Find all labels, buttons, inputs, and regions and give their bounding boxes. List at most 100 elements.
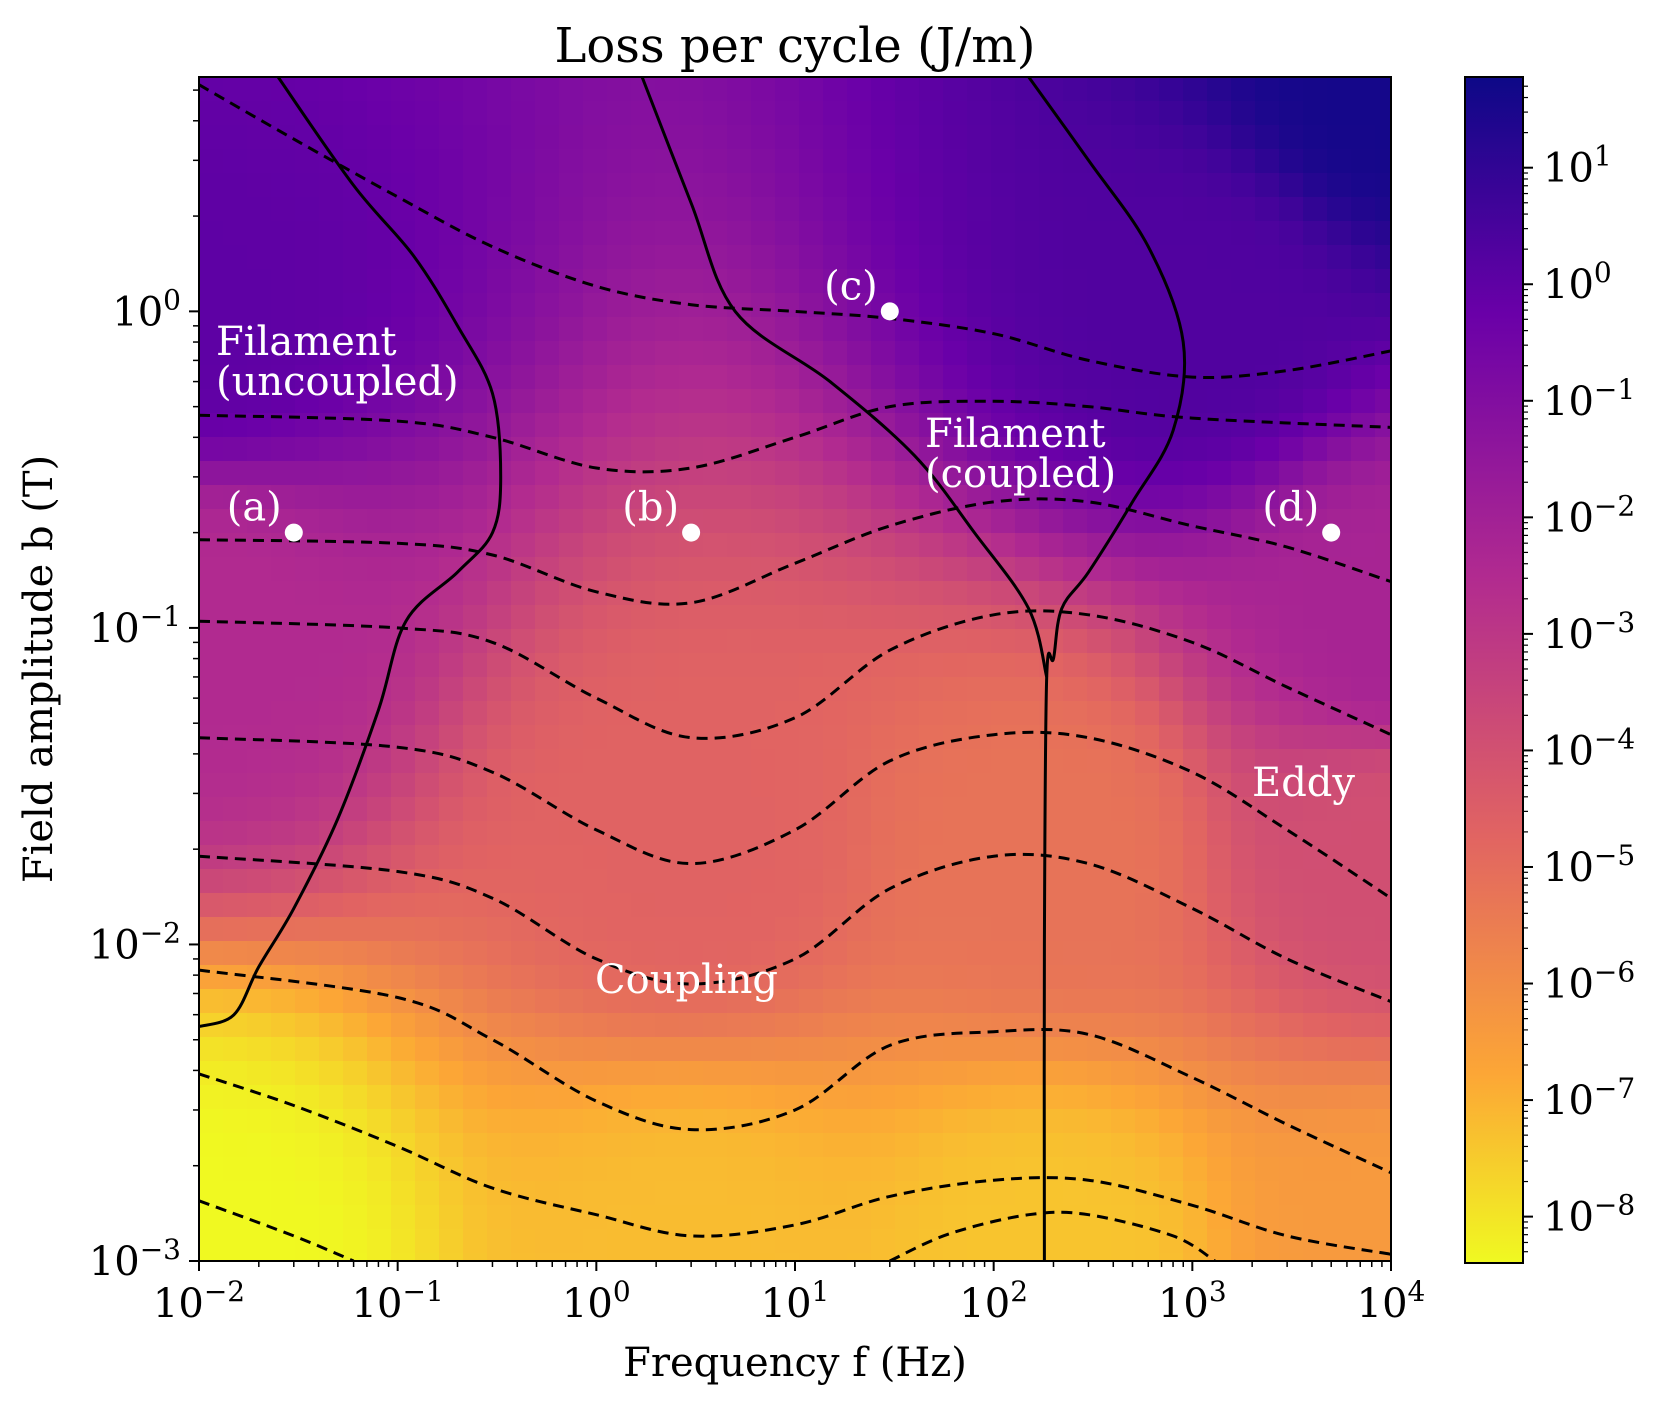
heatmap-cell — [1231, 917, 1256, 942]
heatmap-cell — [1279, 533, 1304, 558]
heatmap-cell — [1183, 533, 1208, 558]
heatmap-cell — [1015, 941, 1040, 966]
heatmap-cell — [535, 221, 560, 246]
heatmap-cell — [343, 437, 368, 462]
heatmap-cell — [1087, 773, 1112, 798]
heatmap-cell — [1015, 1037, 1040, 1062]
heatmap-cell — [943, 1061, 968, 1086]
heatmap-cell — [1351, 725, 1376, 750]
heatmap-cell — [535, 1253, 560, 1261]
heatmap-cell — [1135, 1157, 1160, 1182]
heatmap-cell — [679, 701, 704, 726]
heatmap-cell — [199, 629, 224, 654]
heatmap-cell — [751, 989, 776, 1014]
heatmap-cell — [703, 989, 728, 1014]
heatmap-cell — [559, 125, 584, 150]
heatmap-cell — [1327, 1085, 1352, 1110]
heatmap-cell — [1183, 821, 1208, 846]
heatmap-cell — [823, 437, 848, 462]
heatmap-cell — [439, 173, 464, 198]
heatmap-cell — [775, 509, 800, 534]
heatmap-cell — [559, 269, 584, 294]
heatmap-cell — [463, 389, 488, 414]
heatmap-cell — [1207, 125, 1232, 150]
heatmap-cell — [583, 245, 608, 270]
heatmap-cell — [439, 125, 464, 150]
heatmap-cell — [295, 77, 320, 102]
heatmap-cell — [1207, 821, 1232, 846]
heatmap-cell — [1279, 1205, 1304, 1230]
heatmap-cell — [463, 677, 488, 702]
heatmap-cell — [847, 605, 872, 630]
heatmap-cell — [319, 101, 344, 126]
heatmap-cell — [343, 821, 368, 846]
heatmap-cell — [655, 557, 680, 582]
heatmap-cell — [1255, 365, 1280, 390]
heatmap-cell — [1327, 173, 1352, 198]
heatmap-cell — [655, 1157, 680, 1182]
heatmap-cell — [1231, 1205, 1256, 1230]
heatmap-cell — [1279, 293, 1304, 318]
heatmap-cell — [775, 1253, 800, 1261]
heatmap-cell — [799, 581, 824, 606]
heatmap-cell — [775, 365, 800, 390]
heatmap-cell — [439, 701, 464, 726]
heatmap-cell — [1255, 1085, 1280, 1110]
heatmap-cell — [871, 557, 896, 582]
heatmap-cell — [319, 773, 344, 798]
heatmap-cell — [439, 197, 464, 222]
heatmap-cell — [1279, 1061, 1304, 1086]
heatmap-cell — [487, 77, 512, 102]
heatmap-cell — [583, 101, 608, 126]
heatmap-cell — [319, 317, 344, 342]
heatmap-cell — [895, 965, 920, 990]
heatmap-cell — [1255, 989, 1280, 1014]
heatmap-cell — [295, 269, 320, 294]
heatmap-cell — [847, 1085, 872, 1110]
heatmap-cell — [1183, 965, 1208, 990]
heatmap-cell — [559, 677, 584, 702]
heatmap-cell — [583, 293, 608, 318]
heatmap-cell — [895, 197, 920, 222]
heatmap-cell — [847, 797, 872, 822]
heatmap-cell — [1327, 389, 1352, 414]
heatmap-cell — [271, 845, 296, 870]
heatmap-cell — [967, 413, 992, 438]
heatmap-cell — [799, 149, 824, 174]
heatmap-cell — [607, 389, 632, 414]
heatmap-cell — [871, 725, 896, 750]
heatmap-cell — [991, 1253, 1016, 1261]
heatmap-cell — [919, 245, 944, 270]
heatmap-cell — [415, 125, 440, 150]
heatmap-cell — [1303, 1181, 1328, 1206]
heatmap-cell — [1207, 797, 1232, 822]
heatmap-cell — [583, 869, 608, 894]
heatmap-cell — [751, 77, 776, 102]
heatmap-cell — [439, 773, 464, 798]
heatmap-cell — [1159, 1253, 1184, 1261]
heatmap-cell — [823, 77, 848, 102]
heatmap-cell — [1279, 125, 1304, 150]
heatmap-cell — [1231, 149, 1256, 174]
heatmap-cell — [415, 509, 440, 534]
heatmap-cell — [703, 1157, 728, 1182]
heatmap-cell — [1063, 893, 1088, 918]
heatmap-cell — [1063, 77, 1088, 102]
heatmap-cell — [487, 917, 512, 942]
heatmap-cell — [343, 341, 368, 366]
heatmap-cell — [535, 845, 560, 870]
heatmap-cell — [511, 605, 536, 630]
heatmap-cell — [823, 509, 848, 534]
heatmap-cell — [415, 605, 440, 630]
heatmap-cell — [199, 941, 224, 966]
heatmap-cell — [1303, 149, 1328, 174]
heatmap-cell — [415, 701, 440, 726]
heatmap-cell — [247, 1133, 272, 1158]
heatmap-cell — [703, 1013, 728, 1038]
heatmap-cell — [823, 317, 848, 342]
heatmap-cell — [319, 197, 344, 222]
heatmap-cell — [991, 629, 1016, 654]
heatmap-cell — [1375, 653, 1391, 678]
heatmap-cell — [895, 557, 920, 582]
